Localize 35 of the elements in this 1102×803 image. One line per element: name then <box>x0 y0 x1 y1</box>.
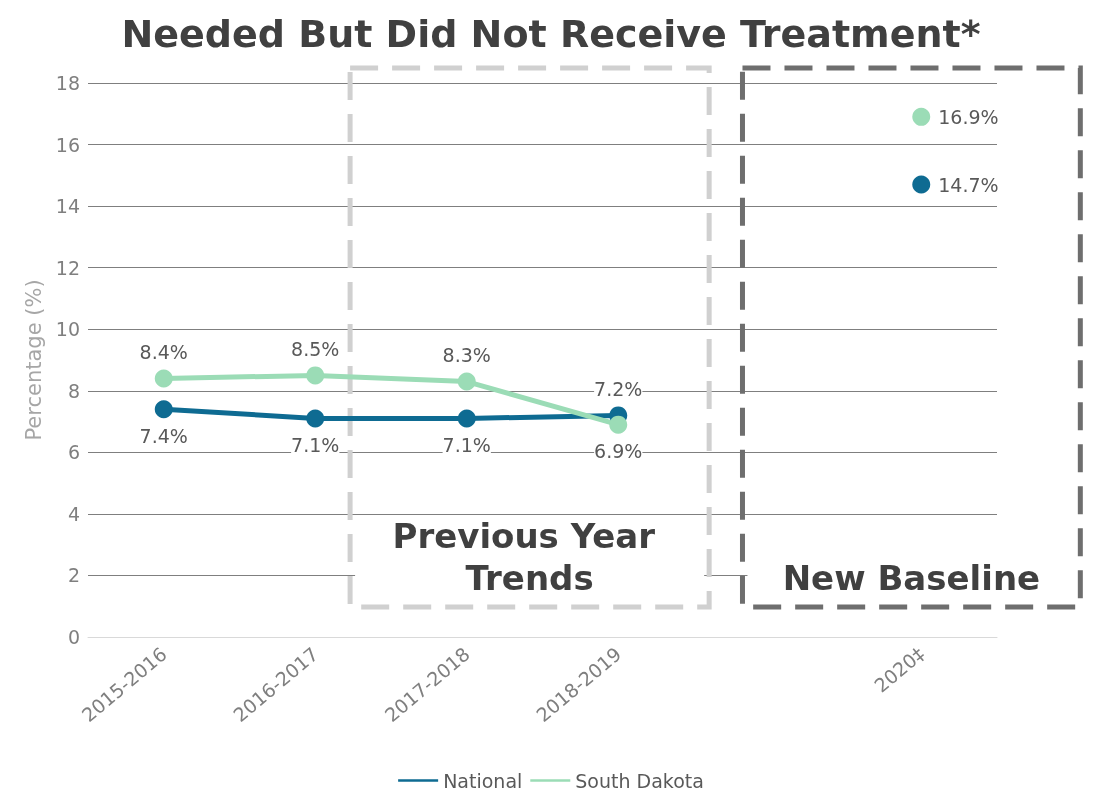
point <box>306 409 325 428</box>
y-tick-label: 14 <box>55 195 80 218</box>
point <box>306 366 325 385</box>
y-tick-label: 10 <box>55 318 80 341</box>
data-label: 16.9% <box>938 105 999 128</box>
annotation: Previous Year Trends <box>392 516 667 598</box>
point <box>912 175 931 194</box>
point <box>457 409 476 428</box>
data-label: 7.1% <box>442 433 491 456</box>
data-label: 7.1% <box>291 433 340 456</box>
point <box>154 400 173 419</box>
point <box>609 415 628 434</box>
y-tick-label: 2 <box>67 564 80 587</box>
data-label: 6.9% <box>594 440 643 463</box>
y-axis-title: Percentage (%) <box>22 279 47 441</box>
point <box>912 107 931 126</box>
data-label: 8.3% <box>442 344 491 367</box>
y-tick-label: 12 <box>55 256 80 279</box>
y-tick-label: 0 <box>67 626 80 648</box>
legend-label: South Dakota <box>575 769 704 792</box>
chart-title: Needed But Did Not Receive Treatment* <box>121 12 981 56</box>
y-tick-label: 6 <box>67 441 80 464</box>
y-tick-label: 18 <box>55 72 80 94</box>
y-tick-label: 4 <box>67 502 80 525</box>
data-label: 14.7% <box>938 173 999 196</box>
point <box>154 369 173 388</box>
y-tick-label: 16 <box>55 133 80 156</box>
point <box>457 372 476 391</box>
data-label: 8.4% <box>139 340 188 363</box>
annotation: New Baseline <box>782 558 1041 598</box>
data-label: 7.2% <box>594 377 643 400</box>
data-label: 8.5% <box>291 337 340 360</box>
legend-label: National <box>443 769 523 792</box>
data-label: 7.4% <box>139 424 188 447</box>
y-tick-label: 8 <box>67 379 80 402</box>
